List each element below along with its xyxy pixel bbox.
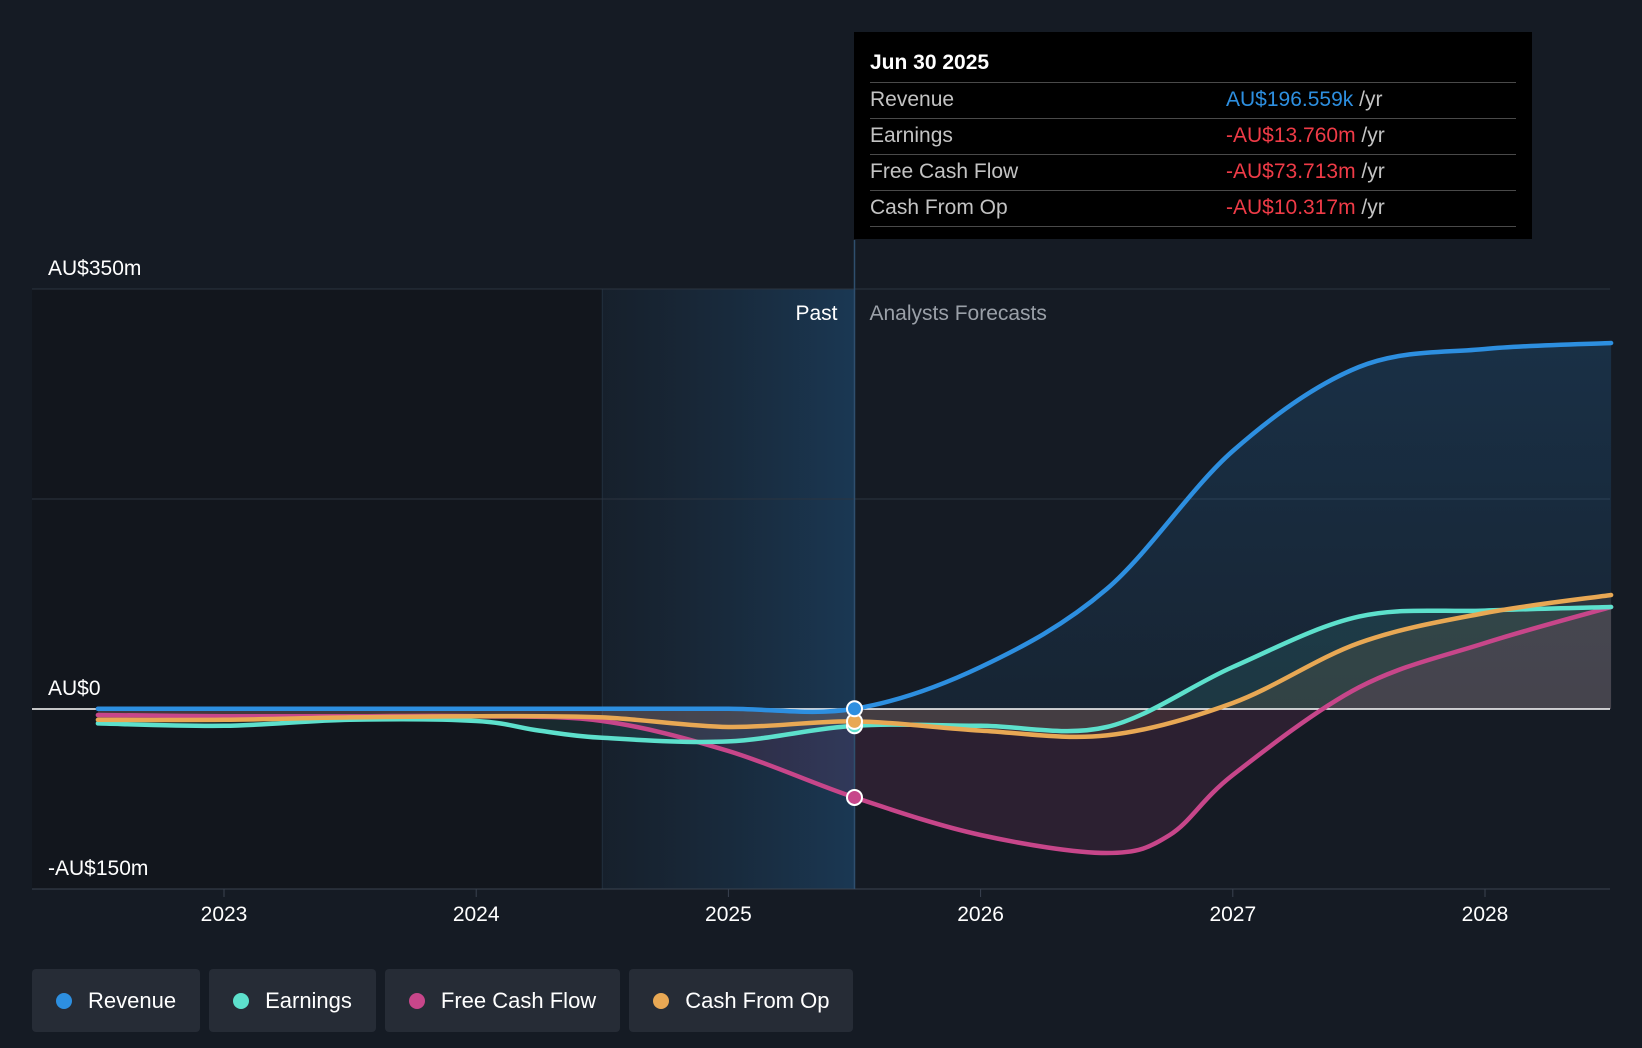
tooltip-unit: /yr (1361, 124, 1385, 147)
tooltip-row-revenue: Revenue AU$196.559k /yr (870, 83, 1516, 119)
legend-item-earnings[interactable]: Earnings (209, 969, 376, 1032)
legend-item-cash-from-op[interactable]: Cash From Op (629, 969, 854, 1032)
past-background (32, 289, 603, 889)
legend-label: Free Cash Flow (440, 987, 597, 1013)
tooltip-value: -AU$73.713m (1226, 160, 1356, 183)
data-point-free-cash-flow (846, 788, 863, 806)
data-point-revenue (846, 700, 863, 718)
forecast-label: Analysts Forecasts (870, 302, 1047, 325)
x-tick-label: 2025 (705, 903, 752, 926)
legend-item-revenue[interactable]: Revenue (32, 969, 201, 1032)
area-revenue (97, 343, 1612, 712)
tooltip-label: Cash From Op (870, 196, 1008, 219)
earnings-revenue-chart: AU$350m AU$0 -AU$150m 2023 2024 2025 2026 2027 2… (32, 240, 1614, 926)
x-tick-label: 2026 (957, 903, 1004, 926)
x-tick-label: 2024 (453, 903, 500, 926)
legend-label: Revenue (88, 987, 177, 1013)
legend-dot-icon (233, 992, 250, 1009)
past-highlight-region (602, 289, 855, 889)
tooltip-value-wrap: -AU$73.713m /yr (1226, 155, 1385, 189)
tooltip-value: -AU$13.760m (1226, 124, 1356, 147)
legend-dot-icon (408, 992, 425, 1009)
tooltip-label: Free Cash Flow (870, 160, 1019, 183)
x-tick-label: 2027 (1209, 903, 1256, 926)
tooltip-value-wrap: -AU$10.317m /yr (1226, 191, 1385, 225)
tooltip-row-cash-from-op: Cash From Op -AU$10.317m /yr (870, 191, 1516, 227)
legend-label: Cash From Op (685, 987, 830, 1013)
legend-dot-icon (653, 992, 670, 1009)
tooltip-label: Earnings (870, 124, 953, 147)
x-tick-label: 2023 (201, 903, 248, 926)
tooltip-label: Revenue (870, 88, 955, 111)
y-axis-label: AU$0 (48, 677, 101, 700)
tooltip-date: Jun 30 2025 (870, 48, 1516, 83)
legend-dot-icon (56, 992, 72, 1009)
tooltip-row-free-cash-flow: Free Cash Flow -AU$73.713m /yr (870, 155, 1516, 191)
hover-tooltip: Jun 30 2025 Revenue AU$196.559k /yr Earn… (854, 32, 1532, 239)
area-earnings (97, 607, 1612, 742)
tooltip-row-earnings: Earnings -AU$13.760m /yr (870, 119, 1516, 155)
past-label: Past (795, 302, 837, 325)
tooltip-unit: /yr (1359, 88, 1383, 111)
legend-item-free-cash-flow[interactable]: Free Cash Flow (384, 969, 621, 1032)
tooltip-unit: /yr (1361, 160, 1385, 183)
series-line-earnings (95, 604, 1614, 745)
tooltip-value: AU$196.559k (1226, 88, 1354, 111)
legend-label: Earnings (265, 987, 352, 1013)
x-tick-label: 2028 (1462, 903, 1509, 926)
y-axis-label: -AU$150m (48, 857, 148, 880)
series-line-revenue (95, 340, 1614, 715)
tooltip-value-wrap: AU$196.559k /yr (1226, 83, 1382, 117)
tooltip-value-wrap: -AU$13.760m /yr (1226, 119, 1385, 153)
tooltip-value: -AU$10.317m (1226, 196, 1356, 219)
chart-legend: Revenue Earnings Free Cash Flow Cash Fro… (32, 969, 854, 1032)
y-axis-label: AU$350m (48, 257, 141, 280)
tooltip-unit: /yr (1361, 196, 1385, 219)
